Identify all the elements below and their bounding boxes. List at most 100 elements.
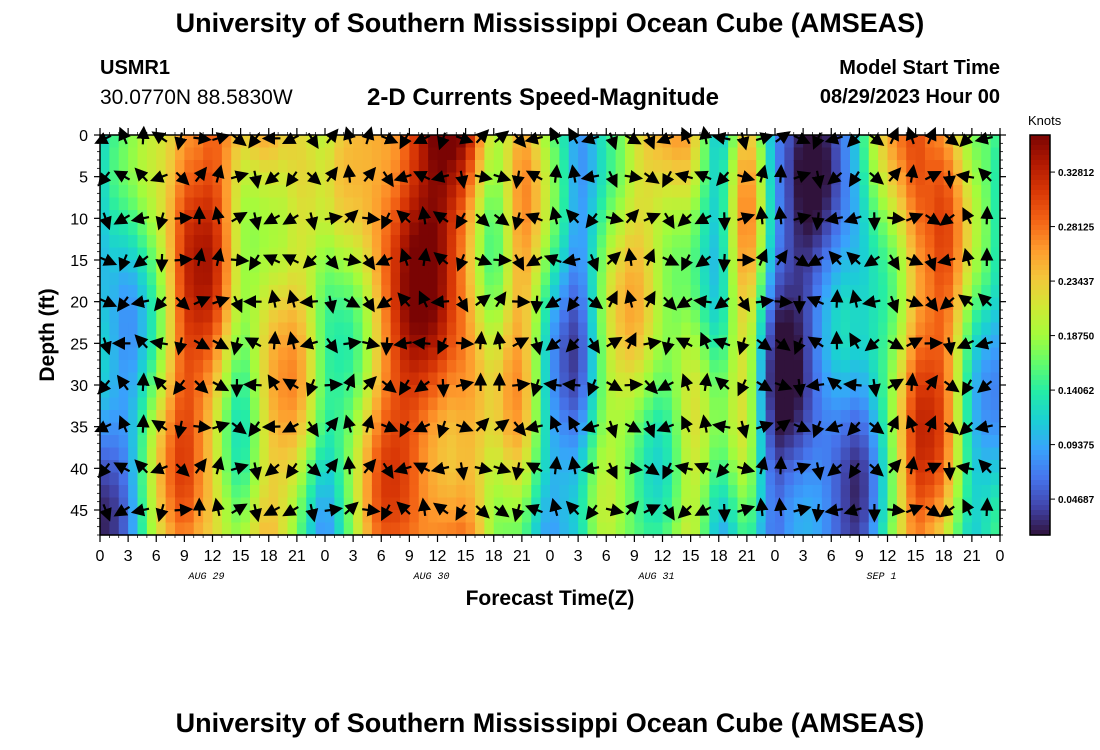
station-name: USMR1 [100, 57, 171, 79]
heatmap-cell [718, 347, 729, 361]
heatmap-cell [418, 147, 429, 161]
heatmap-cell [325, 460, 335, 474]
heatmap-cell [250, 410, 260, 424]
heatmap-cell [540, 385, 551, 399]
heatmap-cell [493, 322, 504, 336]
heatmap-cell [531, 422, 542, 436]
heatmap-cell [503, 235, 514, 249]
heatmap-cell [765, 235, 776, 249]
heatmap-cell [803, 485, 814, 499]
direction-arrow [525, 212, 543, 225]
heatmap-cell [390, 372, 401, 386]
heatmap-cell [390, 485, 401, 499]
heatmap-cell [634, 435, 645, 449]
heatmap-cell [934, 235, 945, 249]
heatmap-cell [484, 435, 495, 449]
heatmap-cell [775, 385, 785, 399]
heatmap-cell [962, 272, 973, 286]
heatmap-cell [784, 222, 795, 236]
heatmap-cell [803, 347, 814, 361]
heatmap-cell [371, 447, 382, 461]
heatmap-cell [653, 397, 664, 411]
heatmap-cell [878, 447, 889, 461]
heatmap-cell [521, 172, 532, 186]
heatmap-cell [287, 447, 298, 461]
heatmap-cell [596, 360, 607, 374]
heatmap-cell [287, 235, 298, 249]
heatmap-cell [606, 160, 617, 174]
heatmap-cell [962, 160, 973, 174]
colorbar-tick-label: 0.04687 [1058, 495, 1095, 506]
heatmap-cell [240, 310, 251, 324]
heatmap-cell [100, 460, 110, 474]
heatmap-cell [268, 422, 279, 436]
heatmap-cell [371, 297, 382, 311]
heatmap-cell [896, 285, 907, 299]
colorbar-segment [1030, 150, 1050, 156]
heatmap-cell [465, 522, 476, 536]
direction-arrow [807, 336, 824, 350]
heatmap-cell [325, 472, 335, 486]
direction-arrow [430, 461, 450, 475]
heatmap-cell [662, 435, 673, 449]
direction-arrow [475, 213, 490, 227]
heatmap-cell [334, 522, 345, 536]
heatmap-cell [850, 147, 860, 161]
heatmap-cell [409, 310, 420, 324]
colorbar-segment [1030, 360, 1050, 366]
heatmap-cell [784, 147, 795, 161]
direction-arrow [174, 503, 194, 517]
heatmap-cell [981, 447, 992, 461]
heatmap-cell [868, 485, 879, 499]
heatmap-cell [203, 347, 214, 361]
heatmap-cell [315, 260, 326, 274]
heatmap-cell [859, 472, 870, 486]
heatmap-cell [390, 347, 401, 361]
heatmap-cell [681, 397, 692, 411]
heatmap-cell [587, 247, 598, 261]
heatmap-cell [465, 472, 476, 486]
heatmap-cell [165, 472, 176, 486]
heatmap-cell [100, 472, 110, 486]
heatmap-cell [681, 160, 692, 174]
heatmap-cell [353, 410, 364, 424]
heatmap-cell [840, 485, 851, 499]
heatmap-cell [428, 435, 439, 449]
heatmap-cell [634, 285, 645, 299]
heatmap-cell [118, 235, 129, 249]
direction-arrow [675, 337, 693, 350]
heatmap-cell [709, 285, 720, 299]
colorbar-segment [1030, 200, 1050, 206]
heatmap-cell [493, 410, 504, 424]
heatmap-cell [325, 522, 335, 536]
heatmap-cell [146, 447, 157, 461]
heatmap-cell [643, 335, 654, 349]
heatmap-cell [240, 472, 251, 486]
heatmap-cell [793, 185, 804, 199]
heatmap-cell [287, 272, 298, 286]
heatmap-cell [718, 160, 729, 174]
heatmap-cell [840, 422, 851, 436]
heatmap-cell [681, 172, 692, 186]
heatmap-cell [390, 172, 401, 186]
direction-arrow [175, 296, 190, 311]
heatmap-cell [662, 235, 673, 249]
heatmap-cell [109, 272, 120, 286]
heatmap-cell [915, 272, 926, 286]
heatmap-cell [100, 197, 110, 211]
heatmap-cell [475, 235, 485, 249]
heatmap-cell [578, 485, 589, 499]
heatmap-cell [868, 397, 879, 411]
direction-arrow [342, 455, 356, 475]
direction-arrow [827, 462, 843, 477]
heatmap-cell [643, 310, 654, 324]
heatmap-cell [728, 372, 739, 386]
heatmap-cell [184, 510, 195, 524]
colorbar-segment [1030, 335, 1050, 341]
heatmap-cell [943, 372, 954, 386]
heatmap-cell [821, 360, 832, 374]
heatmap-cell [118, 335, 129, 349]
heatmap-cell [990, 147, 1001, 161]
heatmap-cell [503, 497, 514, 511]
heatmap-cell [803, 135, 814, 149]
